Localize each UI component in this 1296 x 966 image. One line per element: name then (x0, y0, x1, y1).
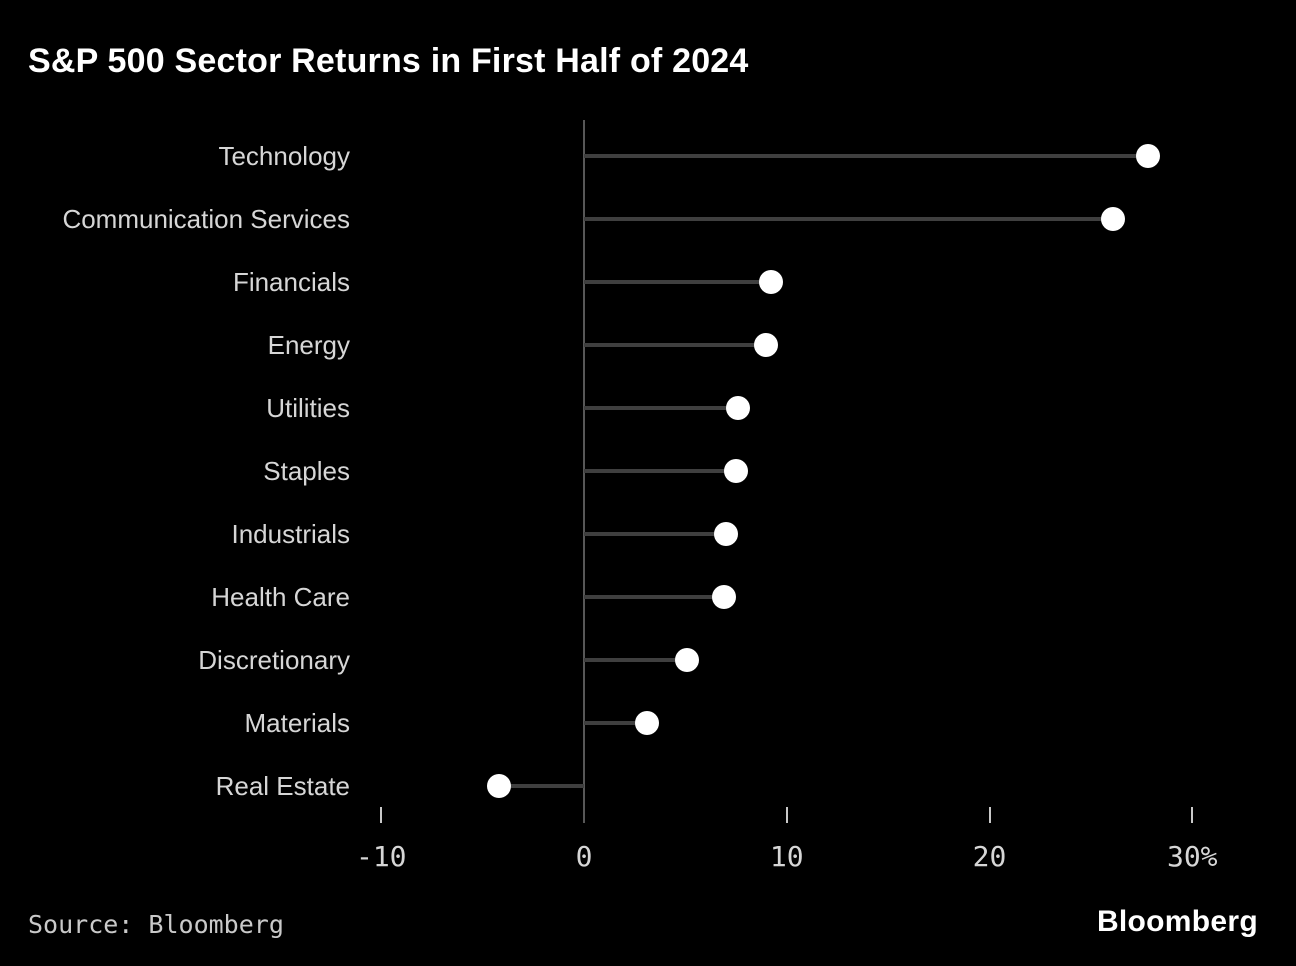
x-axis-tick-label: 0 (575, 840, 593, 873)
data-point-dot (724, 459, 749, 483)
x-axis-tick (380, 807, 383, 823)
category-label: Communication Services (62, 204, 350, 234)
data-point-dot (1101, 207, 1126, 231)
category-label: Real Estate (215, 771, 350, 801)
stem-line (584, 406, 739, 410)
data-point-dot (1135, 144, 1160, 168)
x-axis-tick (785, 807, 788, 823)
x-axis-tick-label: 30% (1166, 840, 1218, 873)
stem-line (584, 721, 647, 725)
data-point-dot (486, 774, 511, 798)
x-axis-tick-label: 10 (769, 840, 804, 873)
category-label: Health Care (211, 582, 350, 612)
stem-line (584, 469, 737, 473)
category-label: Utilities (266, 393, 350, 423)
x-axis-tick-label: 20 (972, 840, 1007, 873)
chart-title: S&P 500 Sector Returns in First Half of … (28, 42, 749, 80)
data-point-dot (713, 522, 738, 546)
x-axis-tick (1191, 807, 1194, 823)
bloomberg-logo: Bloomberg (1096, 905, 1258, 938)
data-point-dot (758, 270, 783, 294)
x-axis-tick (988, 807, 991, 823)
data-point-dot (726, 396, 751, 420)
category-label: Staples (263, 456, 350, 486)
stem-line (584, 217, 1114, 221)
stem-line (498, 784, 584, 788)
category-label: Industrials (231, 519, 351, 549)
data-point-dot (634, 711, 659, 735)
stem-line (584, 658, 688, 662)
data-point-dot (675, 648, 700, 672)
stem-line (584, 154, 1148, 158)
category-label: Energy (267, 330, 350, 360)
data-point-dot (711, 585, 736, 609)
stem-line (584, 532, 726, 536)
source-text: Source: Bloomberg (28, 910, 284, 939)
category-label: Technology (218, 141, 350, 171)
category-label: Financials (232, 267, 350, 297)
stem-line (584, 595, 724, 599)
category-label: Materials (244, 708, 350, 738)
stem-line (584, 280, 771, 284)
x-axis-tick-label: -10 (355, 840, 407, 873)
category-label: Discretionary (198, 645, 350, 675)
data-point-dot (754, 333, 779, 357)
stem-line (584, 343, 767, 347)
